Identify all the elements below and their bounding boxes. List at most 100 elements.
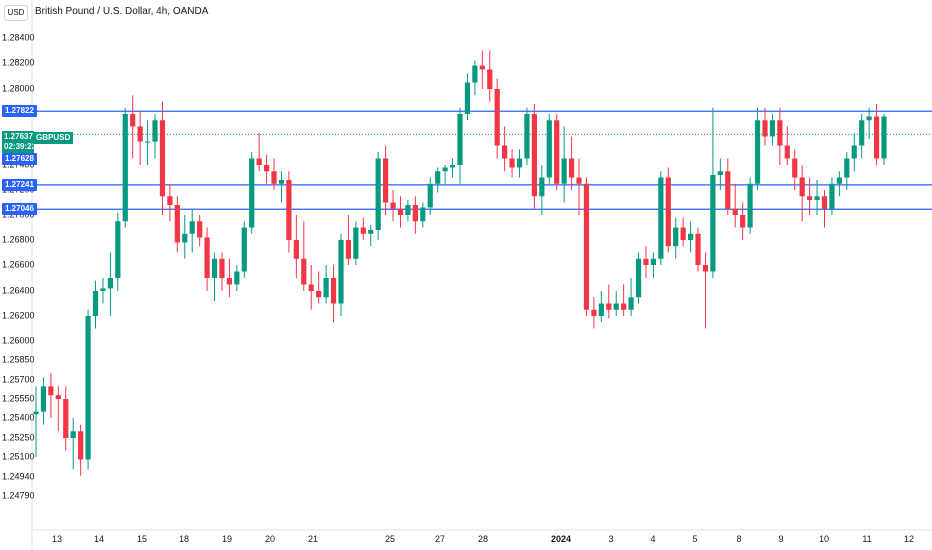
candle-body bbox=[807, 196, 813, 200]
currency-button[interactable]: USD bbox=[4, 5, 28, 21]
current-price-box: 1.27637 02:39:23 bbox=[2, 131, 37, 153]
candle-body bbox=[628, 297, 634, 310]
candle-body bbox=[167, 196, 173, 205]
candle-body bbox=[78, 431, 84, 460]
candle-body bbox=[137, 126, 143, 142]
candle-body bbox=[732, 208, 738, 215]
candle-body bbox=[851, 145, 857, 159]
candle-body bbox=[70, 431, 76, 438]
candle-body bbox=[55, 395, 61, 399]
price-tick-label: 1.26600 bbox=[2, 259, 35, 270]
horizontal-line-price-tag: 1.27046 bbox=[2, 203, 37, 216]
candle-body bbox=[762, 120, 768, 137]
candle-body bbox=[412, 205, 418, 222]
time-tick-label: 25 bbox=[384, 534, 396, 544]
candle-body bbox=[680, 227, 686, 240]
price-tick-label: 1.25850 bbox=[2, 354, 35, 365]
candle-body bbox=[516, 158, 523, 168]
bar-countdown: 02:39:23 bbox=[4, 142, 37, 151]
candle-body bbox=[792, 158, 798, 178]
candle-body bbox=[278, 180, 285, 184]
candle-body bbox=[293, 240, 299, 259]
candle-body bbox=[301, 258, 307, 285]
candle-body bbox=[487, 69, 493, 89]
candle-body bbox=[747, 183, 753, 228]
candle-body bbox=[866, 116, 872, 121]
price-tick-label: 1.26400 bbox=[2, 285, 35, 296]
candle-body bbox=[546, 120, 552, 178]
candle-body bbox=[397, 208, 404, 215]
candle-body bbox=[368, 230, 374, 234]
time-tick-label: 15 bbox=[136, 534, 148, 544]
candle-body bbox=[509, 158, 515, 168]
time-tick-label: 5 bbox=[692, 534, 698, 544]
symbol-tag: GBPUSD bbox=[33, 132, 74, 144]
candle-body bbox=[390, 202, 396, 209]
time-tick-label: 2024 bbox=[550, 534, 572, 544]
candle-body bbox=[360, 227, 366, 234]
horizontal-line-price-tag: 1.27822 bbox=[2, 105, 37, 118]
time-tick-label: 21 bbox=[307, 534, 319, 544]
current-price-value: 1.27637 bbox=[4, 132, 33, 141]
price-tick-label: 1.28400 bbox=[2, 32, 35, 43]
candle-body bbox=[211, 258, 218, 278]
candle-body bbox=[197, 221, 203, 238]
candle-body bbox=[226, 278, 233, 285]
candle-body bbox=[665, 177, 671, 247]
candle-body bbox=[621, 303, 627, 310]
candle-body bbox=[63, 399, 69, 438]
time-tick-label: 4 bbox=[650, 534, 656, 544]
price-tick-label: 1.26800 bbox=[2, 234, 35, 245]
candle-body bbox=[799, 177, 805, 197]
time-tick-label: 10 bbox=[818, 534, 830, 544]
candle-body bbox=[427, 183, 433, 208]
candle-body bbox=[673, 227, 679, 247]
price-tick-label: 1.26000 bbox=[2, 335, 35, 346]
time-tick-label: 8 bbox=[736, 534, 742, 544]
candle-body bbox=[502, 145, 508, 159]
candle-body bbox=[308, 284, 314, 291]
candle-body bbox=[92, 291, 99, 316]
candle-body bbox=[687, 233, 694, 240]
candle-body bbox=[576, 177, 582, 184]
bid-price-tag: 1.27628 bbox=[2, 153, 37, 165]
candle-body bbox=[189, 221, 195, 234]
candle-body bbox=[844, 158, 850, 178]
candle-body bbox=[115, 221, 121, 278]
candle-body bbox=[256, 158, 262, 165]
chart-title: British Pound / U.S. Dollar, 4h, OANDA bbox=[35, 6, 209, 17]
candle-body bbox=[40, 386, 47, 412]
candle-body bbox=[375, 158, 381, 230]
candle-body bbox=[144, 141, 151, 143]
candle-body bbox=[710, 175, 716, 272]
price-tick-label: 1.25100 bbox=[2, 451, 35, 462]
candle-body bbox=[613, 303, 619, 310]
candle-body bbox=[316, 291, 322, 298]
price-tick-label: 1.25250 bbox=[2, 432, 35, 443]
candle-body bbox=[405, 205, 411, 215]
candle-body bbox=[859, 120, 865, 146]
candle-body bbox=[784, 145, 790, 159]
candle-body bbox=[814, 196, 820, 200]
candle-body bbox=[650, 258, 657, 265]
price-tick-label: 1.25400 bbox=[2, 412, 35, 423]
candle-body bbox=[643, 258, 649, 265]
time-tick-label: 27 bbox=[434, 534, 446, 544]
candle-body bbox=[182, 233, 188, 243]
candle-body bbox=[658, 177, 664, 259]
candle-body bbox=[383, 158, 389, 203]
candle-body bbox=[130, 114, 136, 127]
candle-body bbox=[769, 120, 776, 137]
price-tick-label: 1.25700 bbox=[2, 374, 35, 385]
candle-body bbox=[695, 233, 701, 265]
time-tick-label: 19 bbox=[221, 534, 233, 544]
time-tick-label: 13 bbox=[51, 534, 63, 544]
price-tick-label: 1.25550 bbox=[2, 393, 35, 404]
candle-body bbox=[204, 237, 210, 278]
candle-body bbox=[873, 116, 880, 159]
candle-body bbox=[598, 303, 604, 316]
chart-axes bbox=[31, 0, 932, 550]
candle-body bbox=[494, 89, 500, 146]
candle-body bbox=[100, 288, 106, 291]
